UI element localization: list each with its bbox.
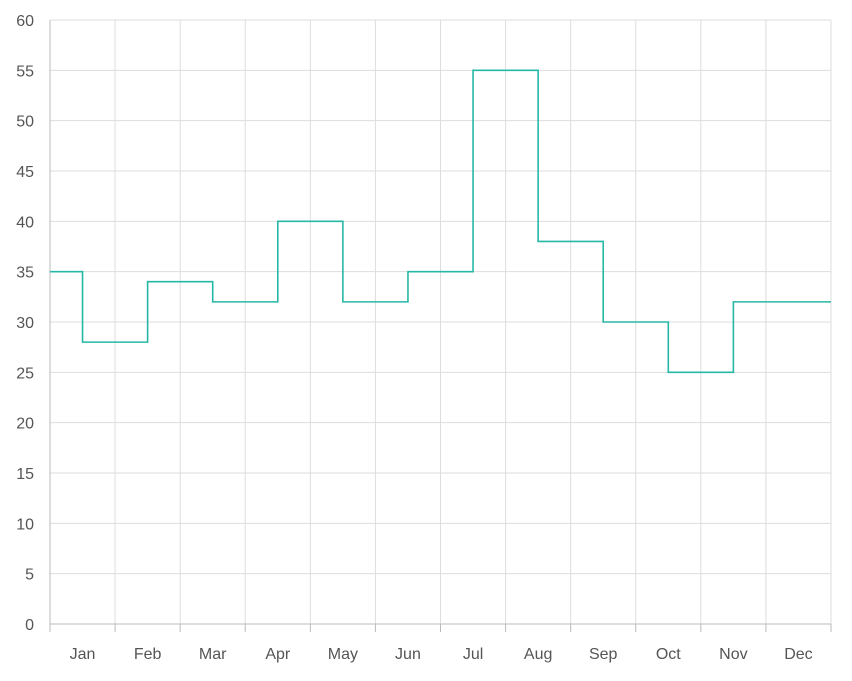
- y-tick-label: 20: [16, 416, 34, 433]
- x-tick-label: May: [328, 646, 358, 663]
- y-tick-label: 45: [16, 164, 34, 181]
- y-tick-label: 0: [25, 617, 34, 634]
- x-tick-label: Dec: [784, 646, 812, 663]
- y-tick-label: 35: [16, 265, 34, 282]
- y-tick-label: 25: [16, 365, 34, 382]
- x-tick-label: Jul: [463, 646, 483, 663]
- x-tick-label: Nov: [719, 646, 747, 663]
- y-tick-label: 30: [16, 315, 34, 332]
- x-tick-label: Feb: [134, 646, 162, 663]
- series-step-line: [50, 69, 831, 374]
- y-tick-label: 15: [16, 466, 34, 483]
- x-tick-label: Jun: [395, 646, 421, 663]
- x-tick-label: Mar: [199, 646, 227, 663]
- y-tick-label: 60: [16, 13, 34, 30]
- y-tick-label: 40: [16, 214, 34, 231]
- axes: [49, 20, 832, 632]
- y-axis-tick-labels: 0 5 10 15 20 25 30 35 40 45 50 55 60: [16, 13, 34, 634]
- y-tick-label: 50: [16, 114, 34, 131]
- x-axis-tick-labels: Jan Feb Mar Apr May Jun Jul Aug Sep Oct Nov Dec: [70, 646, 813, 663]
- y-tick-label: 10: [16, 516, 34, 533]
- x-tick-label: Oct: [656, 646, 681, 663]
- x-tick-label: Aug: [524, 646, 552, 663]
- y-tick-label: 5: [25, 567, 34, 584]
- x-tick-label: Sep: [589, 646, 618, 663]
- grid-lines: [50, 19, 832, 624]
- y-tick-label: 55: [16, 63, 34, 80]
- x-tick-label: Apr: [265, 646, 291, 663]
- x-tick-label: Jan: [70, 646, 96, 663]
- series-group: [50, 69, 831, 374]
